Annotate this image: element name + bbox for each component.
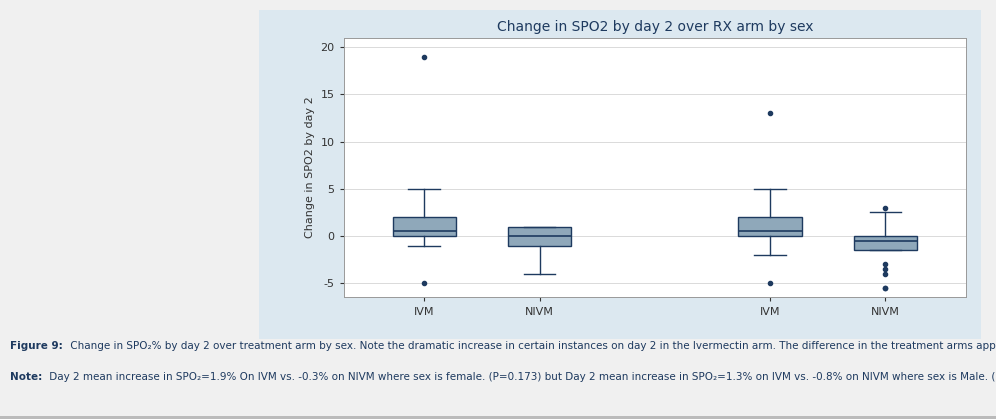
Title: Change in SPO2 by day 2 over RX arm by sex: Change in SPO2 by day 2 over RX arm by s…: [497, 20, 813, 34]
Text: Note:: Note:: [10, 372, 42, 382]
Text: Figure 9:: Figure 9:: [10, 341, 63, 352]
PathPatch shape: [508, 227, 572, 246]
PathPatch shape: [738, 217, 802, 236]
PathPatch shape: [392, 217, 456, 236]
Text: Day 2 mean increase in SPO₂=1.9% On IVM vs. -0.3% on NIVM where sex is female. (: Day 2 mean increase in SPO₂=1.9% On IVM …: [46, 372, 996, 382]
PathPatch shape: [854, 236, 917, 250]
Y-axis label: Change in SPO2 by day 2: Change in SPO2 by day 2: [305, 97, 315, 238]
Text: Change in SPO₂% by day 2 over treatment arm by sex. Note the dramatic increase i: Change in SPO₂% by day 2 over treatment …: [67, 341, 996, 352]
